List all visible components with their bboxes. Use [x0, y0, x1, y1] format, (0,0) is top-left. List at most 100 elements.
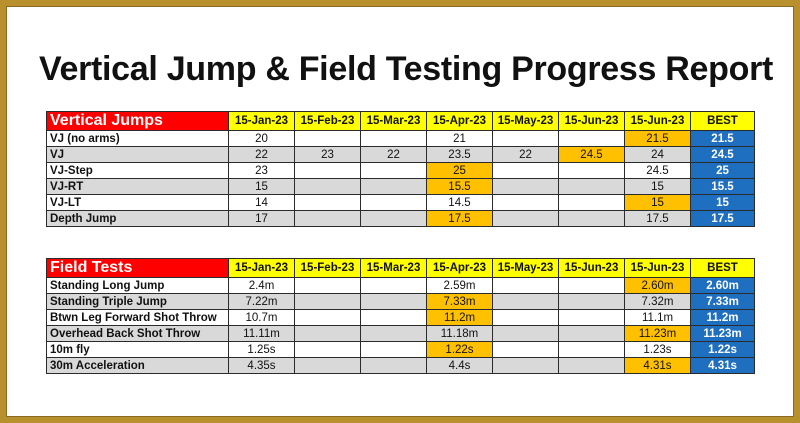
date-header: 15-Jun-23 [624, 111, 691, 131]
row-label: Standing Triple Jump [46, 293, 229, 310]
cell: 15 [624, 178, 691, 195]
cell [294, 130, 361, 147]
cell: 23 [228, 162, 295, 179]
cell: 24.5 [624, 162, 691, 179]
row-label: VJ-LT [46, 194, 229, 211]
cell [294, 277, 361, 294]
cell: 2.59m [426, 277, 493, 294]
row-label: Overhead Back Shot Throw [46, 325, 229, 342]
date-header: 15-Feb-23 [294, 111, 361, 131]
cell [360, 293, 427, 310]
best-header: BEST [690, 258, 755, 278]
cell [492, 210, 559, 227]
cell [294, 162, 361, 179]
cell: 21 [426, 130, 493, 147]
cell: 10.7m [228, 309, 295, 326]
cell [492, 277, 559, 294]
cell: 1.23s [624, 341, 691, 358]
date-header: 15-Jun-23 [558, 258, 625, 278]
table-row: 30m Acceleration 4.35s 4.4s 4.31s 4.31s [46, 357, 755, 374]
cell: 14.5 [426, 194, 493, 211]
table-row: Standing Long Jump 2.4m 2.59m 2.60m 2.60… [46, 277, 755, 294]
table-row: VJ-LT 14 14.5 15 15 [46, 194, 755, 211]
best-cell: 21.5 [690, 130, 755, 147]
best-cell: 17.5 [690, 210, 755, 227]
field-header-row: Field Tests 15-Jan-23 15-Feb-23 15-Mar-2… [46, 258, 755, 278]
row-label: 10m fly [46, 341, 229, 358]
row-label: VJ (no arms) [46, 130, 229, 147]
cell: 22 [228, 146, 295, 163]
date-header: 15-May-23 [492, 258, 559, 278]
cell [492, 130, 559, 147]
cell [558, 357, 625, 374]
date-header: 15-Mar-23 [360, 258, 427, 278]
cell [294, 210, 361, 227]
row-label: Standing Long Jump [46, 277, 229, 294]
vertical-jumps-table: Vertical Jumps 15-Jan-23 15-Feb-23 15-Ma… [46, 111, 755, 227]
cell-highlight: 24.5 [558, 146, 625, 163]
cell: 2.4m [228, 277, 295, 294]
cell: 17 [228, 210, 295, 227]
best-cell: 2.60m [690, 277, 755, 294]
date-header: 15-Jan-23 [228, 258, 295, 278]
cell: 7.32m [624, 293, 691, 310]
best-cell: 4.31s [690, 357, 755, 374]
cell-highlight: 11.2m [426, 309, 493, 326]
date-header: 15-Jun-23 [624, 258, 691, 278]
field-section-label: Field Tests [46, 258, 229, 278]
cell: 4.4s [426, 357, 493, 374]
cell: 11.1m [624, 309, 691, 326]
cell: 20 [228, 130, 295, 147]
cell: 15 [228, 178, 295, 195]
cell-highlight: 11.23m [624, 325, 691, 342]
cell [360, 178, 427, 195]
date-header: 15-Mar-23 [360, 111, 427, 131]
cell [558, 194, 625, 211]
table-row: Depth Jump 17 17.5 17.5 17.5 [46, 210, 755, 227]
cell [492, 357, 559, 374]
best-header: BEST [690, 111, 755, 131]
best-cell: 15.5 [690, 178, 755, 195]
date-header: 15-Jun-23 [558, 111, 625, 131]
cell [492, 293, 559, 310]
cell [492, 325, 559, 342]
cell [360, 162, 427, 179]
vertical-section-label: Vertical Jumps [46, 111, 229, 131]
cell [360, 341, 427, 358]
date-header: 15-Jan-23 [228, 111, 295, 131]
cell-highlight: 2.60m [624, 277, 691, 294]
row-label: Depth Jump [46, 210, 229, 227]
cell [294, 357, 361, 374]
row-label: VJ-Step [46, 162, 229, 179]
table-row: Standing Triple Jump 7.22m 7.33m 7.32m 7… [46, 293, 755, 310]
cell [360, 194, 427, 211]
table-row: VJ 22 23 22 23.5 22 24.5 24 24.5 [46, 146, 755, 163]
field-tests-table: Field Tests 15-Jan-23 15-Feb-23 15-Mar-2… [46, 258, 755, 374]
cell [492, 162, 559, 179]
cell-highlight: 25 [426, 162, 493, 179]
cell [558, 341, 625, 358]
cell [294, 325, 361, 342]
cell: 4.35s [228, 357, 295, 374]
cell: 22 [360, 146, 427, 163]
cell [294, 178, 361, 195]
best-cell: 11.23m [690, 325, 755, 342]
date-header: 15-May-23 [492, 111, 559, 131]
cell: 14 [228, 194, 295, 211]
cell [492, 309, 559, 326]
cell [360, 357, 427, 374]
cell [360, 325, 427, 342]
date-header: 15-Feb-23 [294, 258, 361, 278]
vertical-header-row: Vertical Jumps 15-Jan-23 15-Feb-23 15-Ma… [46, 111, 755, 131]
cell [360, 130, 427, 147]
table-row: VJ-RT 15 15.5 15 15.5 [46, 178, 755, 195]
cell [492, 194, 559, 211]
cell: 23 [294, 146, 361, 163]
cell-highlight: 15 [624, 194, 691, 211]
cell-highlight: 1.22s [426, 341, 493, 358]
cell [558, 293, 625, 310]
cell [558, 210, 625, 227]
best-cell: 15 [690, 194, 755, 211]
cell [360, 277, 427, 294]
cell [294, 194, 361, 211]
